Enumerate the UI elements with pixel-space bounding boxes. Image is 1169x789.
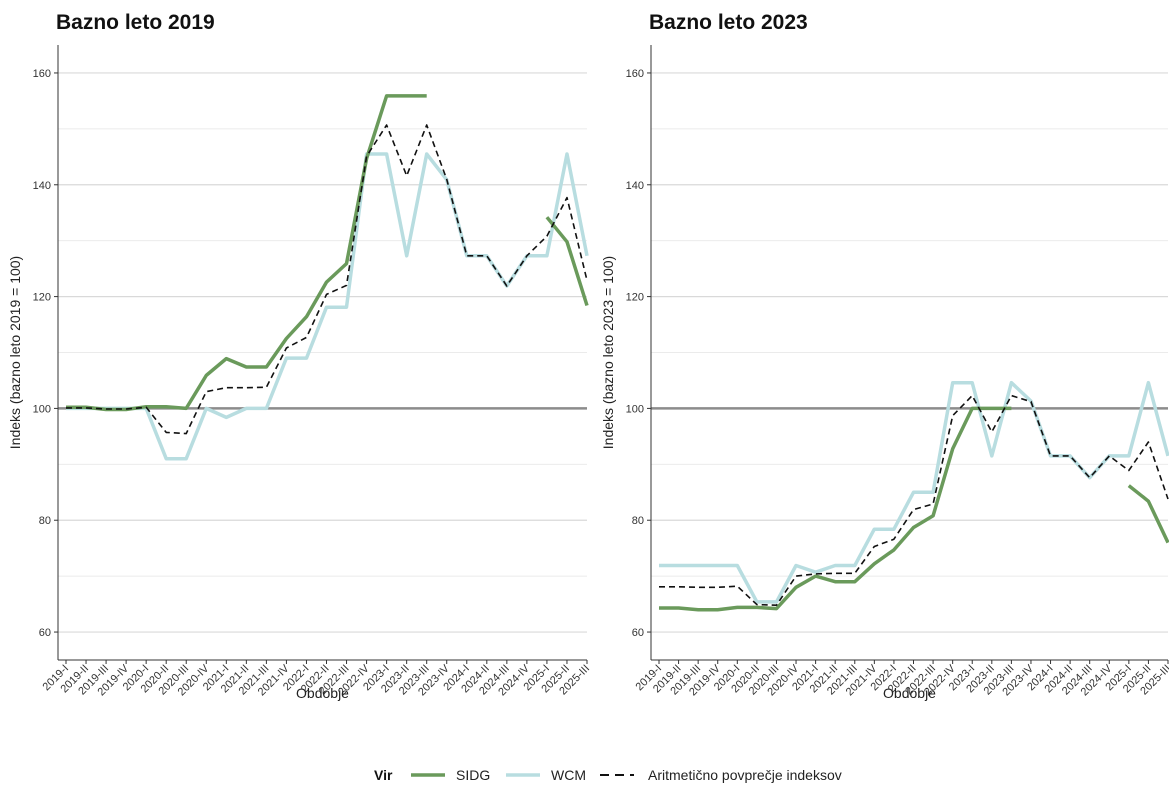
legend: Vir SIDG WCM Aritmetično povprečje indeksov — [374, 767, 842, 783]
series-line-average — [66, 124, 588, 435]
y-tick-label: 160 — [626, 68, 644, 80]
y-tick-label: 80 — [632, 515, 644, 527]
legend-title: Vir — [374, 767, 393, 783]
y-tick-label: 140 — [33, 180, 51, 192]
x-axis-title: Obdobje — [883, 685, 936, 701]
y-tick-label: 120 — [626, 292, 644, 304]
y-tick-label: 80 — [39, 515, 51, 527]
series-line-average — [659, 394, 1169, 606]
y-tick-label: 100 — [626, 403, 644, 415]
y-tick-label: 60 — [632, 627, 644, 639]
series-line-sidg — [659, 406, 1169, 612]
y-tick-label: 160 — [33, 68, 51, 80]
y-tick-label: 60 — [39, 627, 51, 639]
y-tick-label: 140 — [626, 180, 644, 192]
panel-title: Bazno leto 2023 — [649, 11, 808, 34]
series-line-sidg — [66, 94, 589, 412]
legend-label-wcm: WCM — [551, 767, 586, 783]
legend-label-sidg: SIDG — [456, 767, 490, 783]
series-line-wcm — [659, 380, 1169, 604]
y-tick-label: 100 — [33, 403, 51, 415]
chart-panel-2: Bazno leto 202360801001201401602019-I201… — [600, 11, 1169, 701]
chart-panel-1: Bazno leto 201960801001201401602019-I201… — [7, 11, 592, 701]
legend-label-average: Aritmetično povprečje indeksov — [648, 767, 842, 783]
x-axis-title: Obdobje — [296, 685, 349, 701]
panel-title: Bazno leto 2019 — [56, 11, 215, 34]
y-axis-title: Indeks (bazno leto 2023 = 100) — [600, 256, 616, 449]
y-axis-title: Indeks (bazno leto 2019 = 100) — [7, 256, 23, 449]
series-line-wcm — [66, 152, 589, 461]
y-tick-label: 120 — [33, 292, 51, 304]
